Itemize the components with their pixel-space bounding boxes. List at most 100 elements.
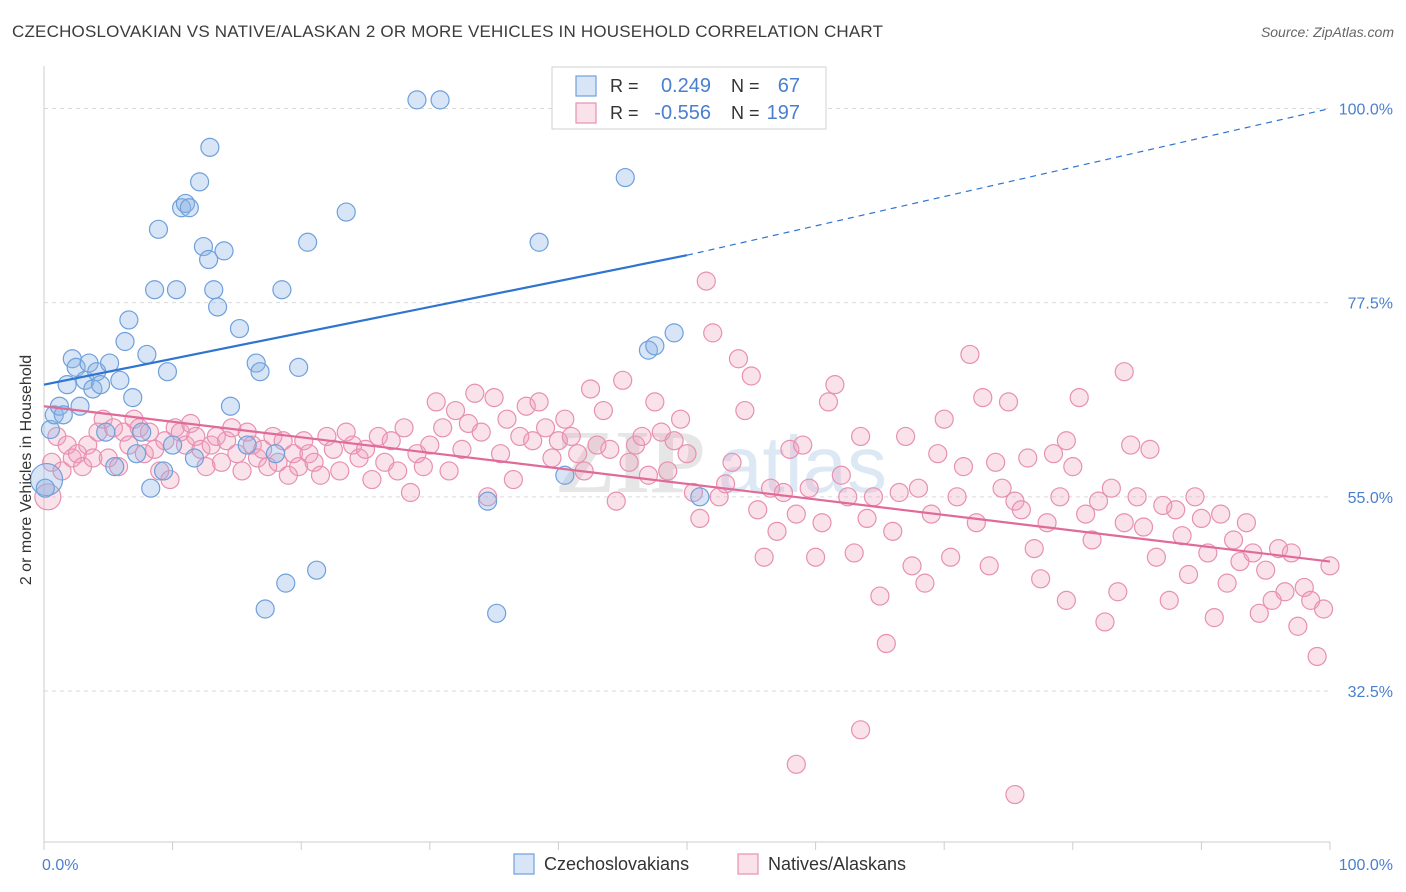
czechoslovakians-point — [407, 90, 427, 110]
natives-alaskans-point — [812, 513, 832, 533]
natives-alaskans-point — [394, 418, 414, 438]
natives-alaskans-point — [1018, 448, 1038, 468]
natives-alaskans-point — [1178, 564, 1199, 585]
natives-alaskans-point — [786, 754, 806, 774]
natives-alaskans-point — [497, 409, 517, 429]
natives-alaskans-point — [838, 487, 858, 507]
czechoslovakians-point — [690, 487, 710, 507]
czechoslovakians-point — [208, 297, 228, 317]
natives-alaskans-point — [966, 513, 986, 533]
legend-bottom-label-0: Czechoslovakians — [544, 854, 689, 874]
czechoslovakians-point — [105, 457, 125, 477]
czechoslovakians-point — [184, 448, 205, 468]
natives-alaskans-point — [1133, 517, 1154, 537]
natives-alaskans-point — [805, 547, 826, 567]
natives-alaskans-point — [986, 452, 1006, 472]
czechoslovakians-point — [478, 491, 498, 511]
legend-bottom-swatch-0 — [513, 853, 535, 875]
natives-alaskans-point — [1217, 573, 1237, 593]
natives-alaskans-point — [1043, 444, 1064, 464]
natives-alaskans-point — [330, 461, 350, 481]
natives-alaskans-point — [658, 461, 678, 481]
natives-alaskans-point — [851, 426, 871, 447]
legend-r-label-0: R = — [610, 76, 639, 96]
natives-alaskans-point — [902, 556, 922, 576]
legend-stats-box: R = 0.249 N = 67 R = -0.556 N = 197 — [551, 66, 827, 130]
czechoslovakians-point — [123, 387, 143, 408]
natives-alaskans-point — [503, 469, 523, 490]
czechoslovakians-point — [204, 280, 224, 300]
czechoslovakians-point — [487, 603, 507, 623]
natives-alaskans-point — [600, 439, 620, 459]
natives-alaskans-point — [1268, 539, 1289, 559]
natives-alaskans-point — [703, 323, 723, 343]
x-tick-label-1: 100.0% — [1339, 857, 1393, 874]
czechoslovakians-point — [220, 396, 241, 416]
natives-alaskans-point — [780, 439, 800, 459]
natives-alaskans-point — [323, 439, 343, 459]
natives-alaskans-point — [1005, 784, 1025, 805]
natives-alaskans-point — [465, 383, 485, 403]
natives-alaskans-point — [992, 478, 1012, 498]
natives-alaskans-point — [1082, 530, 1102, 550]
natives-alaskans-point — [426, 392, 446, 412]
legend-stats-swatch-0 — [575, 75, 597, 97]
czechoslovakians-point — [132, 422, 152, 442]
natives-alaskans-point — [542, 448, 562, 468]
natives-alaskans-point — [1121, 435, 1141, 455]
y-tick-label-0: 32.5% — [1348, 684, 1393, 701]
natives-alaskans-point — [471, 422, 491, 442]
natives-alaskans-point — [773, 482, 794, 503]
czechoslovakians-point — [529, 232, 549, 252]
natives-alaskans-point — [960, 344, 980, 365]
czechoslovakians-point — [237, 435, 257, 455]
y-axis-label: 2 or more Vehicles in Household — [18, 355, 35, 585]
czechoslovakians-point — [298, 232, 318, 252]
czechoslovakians-point — [255, 599, 275, 619]
natives-alaskans-point — [670, 409, 691, 429]
natives-alaskans-point — [677, 444, 697, 464]
trend-lines — [43, 107, 1331, 563]
natives-alaskans-point — [793, 435, 813, 455]
natives-alaskans-point — [941, 547, 961, 567]
natives-alaskans-point — [1153, 495, 1173, 516]
natives-alaskans-point — [1050, 487, 1070, 507]
axes — [43, 66, 1331, 850]
natives-alaskans-point — [561, 426, 581, 447]
natives-alaskans-point — [83, 448, 103, 468]
natives-alaskans-point — [433, 418, 453, 438]
natives-alaskans-point — [915, 573, 935, 593]
natives-alaskans-point — [400, 482, 421, 503]
natives-alaskans-point — [388, 461, 408, 481]
czechoslovakians-point — [119, 310, 139, 330]
czechoslovakians-point — [141, 478, 161, 498]
czechoslovakians-point — [229, 318, 250, 339]
y-tick-label-1: 55.0% — [1348, 490, 1393, 507]
natives-alaskans-point — [979, 556, 999, 576]
natives-alaskans-point — [1166, 500, 1186, 520]
natives-alaskans-point — [310, 465, 331, 485]
natives-alaskans-trend-line — [43, 405, 1331, 563]
czechoslovakians-point — [166, 280, 187, 300]
natives-alaskans-point — [645, 392, 665, 412]
natives-alaskans-point — [786, 504, 806, 524]
czechoslovakians-point — [153, 461, 174, 481]
czechoslovakians-point — [200, 137, 220, 157]
natives-alaskans-point — [289, 457, 309, 477]
czechoslovakians-point — [615, 167, 635, 188]
legend-stats-swatch-1 — [575, 102, 597, 124]
natives-alaskans-point — [851, 720, 871, 740]
czechoslovakians-point — [157, 362, 178, 382]
natives-alaskans-point — [818, 392, 839, 412]
natives-alaskans-point — [1063, 457, 1083, 477]
legend-r-label-1: R = — [610, 103, 639, 123]
czechoslovakians-point — [70, 396, 90, 416]
czechoslovakians-point — [40, 419, 61, 440]
natives-alaskans-point — [1101, 478, 1121, 498]
natives-alaskans-point — [748, 500, 768, 520]
natives-alaskans-point — [1275, 582, 1295, 602]
natives-alaskans-point — [1024, 539, 1044, 559]
natives-alaskans-point — [555, 409, 575, 429]
natives-alaskans-point — [632, 426, 652, 447]
